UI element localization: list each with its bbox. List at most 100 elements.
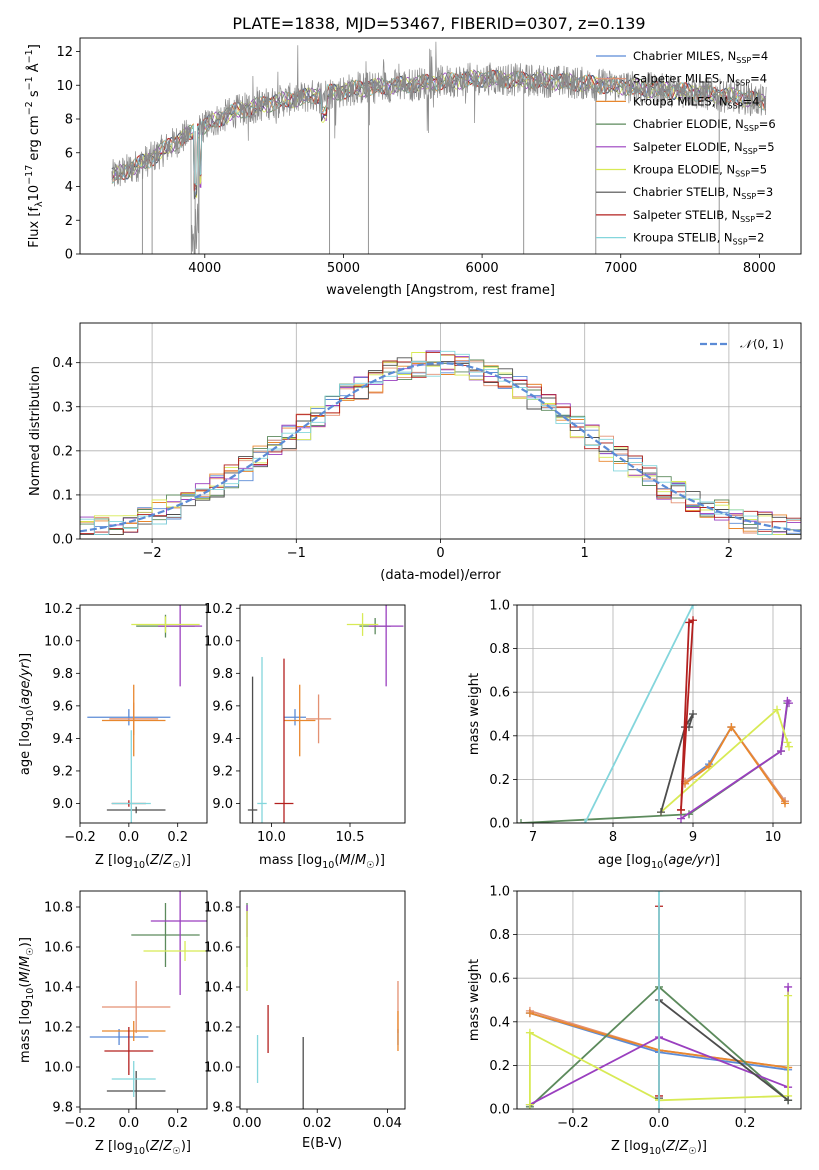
legend-text: =4 [751,49,768,63]
label-part: 10 [27,185,42,202]
x-tick-label: 6000 [466,261,499,276]
y-tick-label: 9.4 [212,732,233,747]
y-tick-label: 9.8 [212,1101,233,1116]
label-part: age/yr [668,853,711,868]
legend-sub: SSP [728,101,743,110]
y-tick-label: 10.0 [44,1061,73,1076]
x-tick-label: −0.2 [64,1116,96,1131]
y-tick-label: 9.2 [52,764,73,779]
marker-kroupa_miles [525,1009,534,1018]
label-part: Z [149,853,160,868]
series-line-chabrier_elodie [520,702,789,823]
axes-frame [516,890,802,1110]
label-part: )] [18,937,33,947]
label-part: )] [710,853,720,868]
panel-mass-vs-Z: −0.2 0.0 0.29.810.010.210.410.610.8Z [log1… [18,890,208,1157]
legend-text: =6 [759,117,776,131]
marker-kroupa_stelib [655,1105,663,1109]
marker-kroupa_stelib [689,605,697,609]
y-tick-label: 0.1 [52,488,73,503]
y-tick-label: 0.4 [489,729,510,744]
y-tick-label: 10.0 [44,634,73,649]
x-tick-label: 0.04 [373,1116,402,1131]
axes-frame [239,890,406,1110]
y-tick-label: 10.2 [204,1021,233,1036]
y-tick-label: 10.2 [44,1021,73,1036]
y-tick-label: 9.0 [212,797,233,812]
label-part: −1 [24,49,35,63]
legend-text: =5 [750,163,767,177]
legend-label-kroupa_miles: Kroupa MILES, NSSP=4 [633,94,759,110]
label-part: age/yr [18,661,33,704]
label-part: Z [665,1139,676,1154]
label-part: M [355,853,366,868]
panel-mass-vs-EBV: 0.00 0.02 0.04 9.8 10.0 10.2 10.4 10.6 10.8 E(B-V… [204,890,406,1151]
y-tick-label: 12 [56,45,73,60]
marker-salpeter_stelib [677,805,685,814]
legend-text: Chabrier MILES, N [633,49,736,63]
label-part: / [18,966,33,971]
y-axis-label: mass weight [467,959,482,1041]
marker-chabrier_stelib [657,808,665,817]
label-part: age [log [598,853,651,868]
x-tick-label: 10.5 [336,830,365,845]
x-axis-label: Z [log10(Z/Z☉)] [611,1139,707,1157]
y-tick-label: 10.6 [204,941,233,956]
panel-residual-histogram: −2 −1 0 1 20.00.10.20.30.4𝒩 (0, 1)(data-model… [28,322,802,583]
series-line-salpeter_elodie [680,698,790,820]
x-tick-label: 0 [436,546,444,561]
x-tick-label: 10.0 [257,830,286,845]
label-part: −2 [24,101,35,115]
marker-kroupa_stelib [655,891,663,895]
label-part: ( [18,983,33,988]
label-part: Z [162,1139,173,1154]
x-tick-label: −1 [287,546,306,561]
marker-kroupa_elodie [773,705,781,714]
x-tick-label: −0.2 [64,830,96,845]
label-part: age [log [18,722,33,775]
legend-text: Salpeter STELIB, N [633,208,740,222]
plot-area [80,350,801,536]
label-part: mass [log [259,853,322,868]
y-tick-label: 0.0 [52,533,73,548]
label-part: 10 [651,860,663,871]
panel-mass-weight-vs-Z: −0.2 0.0 0.2 0.0 0.2 0.4 0.6 0.8 1.0 mass weight Z… [467,885,802,1157]
x-tick-label: 7 [529,830,537,845]
legend-sub: SSP [733,238,748,247]
marker-kroupa_miles [781,799,789,808]
label-part: 10 [25,710,36,722]
y-tick-label: 0.6 [489,686,510,701]
series-line-chabrier_miles [684,725,786,802]
marker-kroupa_elodie [784,991,793,1000]
legend-label-normal-args: (0, 1) [753,337,784,351]
hist-step-chabrier_stelib [80,357,801,536]
legend-label-kroupa_stelib: Kroupa STELIB, NSSP=2 [633,231,764,247]
label-part: 10 [322,860,334,871]
label-part: Z [162,853,173,868]
label-part: −17 [24,165,35,185]
label-part: )] [697,1139,707,1154]
panel-mass-weight-vs-age: 7 8 9 10 0.0 0.2 0.4 0.6 0.8 1.0 mass weight age [l… [467,599,802,871]
label-part: Z [log [95,1139,133,1154]
label-part: Flux [f [27,207,42,248]
legend-sub: SSP [735,170,750,179]
legend-sub: SSP [735,79,750,88]
series-line-chabrier_stelib [660,713,694,813]
legend-text: Kroupa ELODIE, N [633,163,735,177]
axes-frame [79,604,208,824]
y-tick-label: 10 [56,79,73,94]
marker-kroupa_elodie [783,738,792,747]
legend-sub: SSP [744,124,759,133]
legend-text: Chabrier ELODIE, N [633,117,744,131]
x-tick-label: −0.2 [557,1116,589,1131]
legend-text: Kroupa MILES, N [633,94,728,108]
plot-area [517,605,793,823]
legend-label-chabrier_miles: Chabrier MILES, NSSP=4 [633,49,768,65]
axes-frame [516,604,802,824]
label-part: M [18,971,33,982]
x-tick-label: 0.00 [233,1116,262,1131]
plot-area [87,605,203,823]
marker-salpeter_stelib [685,618,693,627]
